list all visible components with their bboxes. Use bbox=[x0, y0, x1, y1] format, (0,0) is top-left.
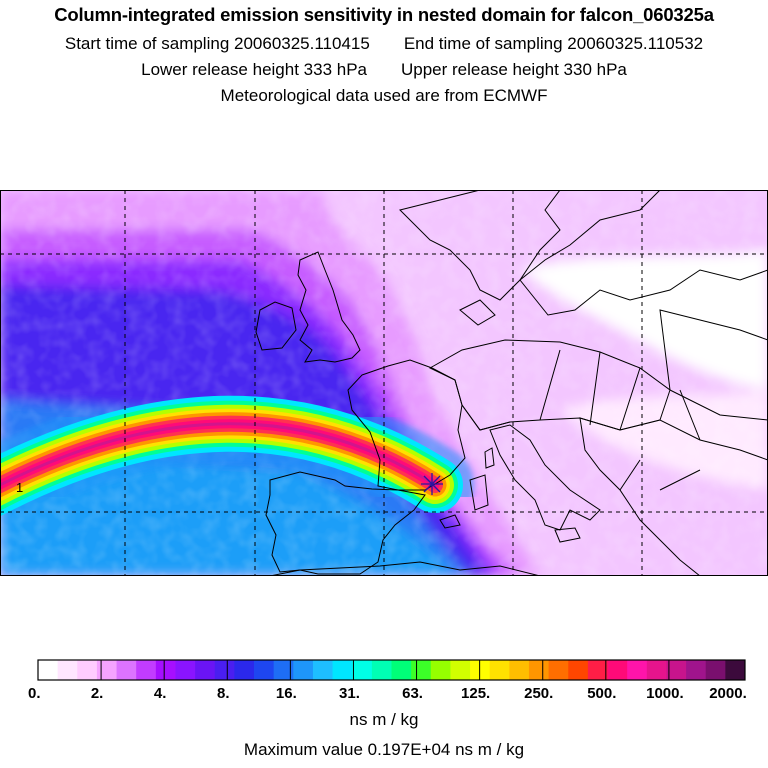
legend-swatch bbox=[352, 660, 373, 680]
sampling-start: Start time of sampling 20060325.110415 bbox=[64, 34, 370, 53]
legend-swatches bbox=[38, 660, 746, 680]
legend-swatch bbox=[273, 660, 294, 680]
legend-swatch bbox=[509, 660, 530, 680]
legend-swatch bbox=[57, 660, 78, 680]
lat-lon-grid bbox=[0, 190, 768, 576]
sampling-end: End time of sampling 20060325.110532 bbox=[403, 34, 704, 53]
legend-swatch bbox=[548, 660, 569, 680]
legend-swatch bbox=[96, 660, 117, 680]
legend-swatch bbox=[686, 660, 707, 680]
legend-swatch bbox=[371, 660, 392, 680]
legend-tick-label: 125. bbox=[461, 685, 490, 702]
legend-tick-label: 2. bbox=[91, 685, 104, 702]
legend-swatch bbox=[195, 660, 216, 680]
star-icon bbox=[421, 473, 443, 495]
legend-swatch bbox=[430, 660, 451, 680]
color-legend: 0. 2. 4. 8. 16. 31. 63. 125. 250. 500. 1000. 2000. bbox=[0, 640, 768, 712]
legend-swatch bbox=[489, 660, 510, 680]
maximum-value: Maximum value 0.197E+04 ns m / kg bbox=[243, 740, 525, 759]
legend-swatch bbox=[411, 660, 432, 680]
legend-tick-label: 16. bbox=[276, 685, 297, 702]
plot-title: Column-integrated emission sensitivity i… bbox=[54, 4, 714, 25]
legend-swatch bbox=[587, 660, 608, 680]
legend-swatch bbox=[666, 660, 687, 680]
legend-swatch bbox=[234, 660, 255, 680]
legend-swatch bbox=[528, 660, 550, 680]
sensitivity-field: 1 bbox=[0, 190, 768, 576]
legend-swatch bbox=[705, 660, 726, 680]
legend-frame bbox=[37, 659, 746, 681]
legend-swatch bbox=[646, 660, 667, 680]
legend-swatch bbox=[77, 660, 98, 680]
sensitivity-map: 1 bbox=[0, 190, 768, 576]
legend-swatch bbox=[293, 660, 314, 680]
map-panel: 1 bbox=[0, 190, 768, 576]
met-data-note: Meteorological data used are from ECMWF bbox=[220, 86, 548, 105]
legend-labels: 0. 2. 4. 8. 16. 31. 63. 125. 250. 500. 1000. 2000. bbox=[28, 685, 747, 702]
legend-tick-label: 4. bbox=[154, 685, 167, 702]
release-site-marker bbox=[421, 473, 443, 495]
legend-swatch bbox=[155, 660, 176, 680]
legend-tick-label: 31. bbox=[339, 685, 360, 702]
release-lower: Lower release height 333 hPa bbox=[141, 60, 367, 79]
legend-swatch bbox=[116, 660, 137, 680]
legend-swatch bbox=[175, 660, 196, 680]
legend-tick-label: 2000. bbox=[709, 685, 747, 702]
legend-colorbar: 0. 2. 4. 8. 16. 31. 63. 125. 250. 500. 1000. 2000. bbox=[28, 659, 747, 702]
legend-units: ns m / kg bbox=[349, 710, 419, 729]
legend-tick-label: 250. bbox=[524, 685, 553, 702]
legend-swatch bbox=[214, 660, 235, 680]
legend-swatch bbox=[450, 660, 471, 680]
legend-tick-lines bbox=[100, 660, 670, 680]
release-heights: Lower release height 333 hPa Upper releas… bbox=[0, 60, 768, 80]
legend-swatch bbox=[38, 660, 59, 680]
legend-swatch bbox=[568, 660, 589, 680]
sampling-times: Start time of sampling 20060325.110415 En… bbox=[0, 34, 768, 54]
legend-swatch bbox=[312, 660, 333, 680]
legend-tick-label: 8. bbox=[217, 685, 230, 702]
legend-swatch bbox=[136, 660, 157, 680]
legend-swatch bbox=[607, 660, 628, 680]
legend-tick-label: 1000. bbox=[646, 685, 684, 702]
legend-tick-label: 63. bbox=[402, 685, 423, 702]
legend-swatch bbox=[627, 660, 648, 680]
release-upper: Upper release height 330 hPa bbox=[401, 60, 627, 79]
contour-label: 1 bbox=[16, 480, 23, 495]
plume-arc bbox=[0, 384, 474, 528]
legend-swatch bbox=[254, 660, 275, 680]
coastlines bbox=[255, 190, 768, 576]
legend-swatch bbox=[332, 660, 353, 680]
legend-swatch bbox=[391, 660, 412, 680]
legend-tick-label: 500. bbox=[587, 685, 616, 702]
legend-swatch bbox=[725, 660, 746, 680]
legend-tick-label: 0. bbox=[28, 685, 41, 702]
